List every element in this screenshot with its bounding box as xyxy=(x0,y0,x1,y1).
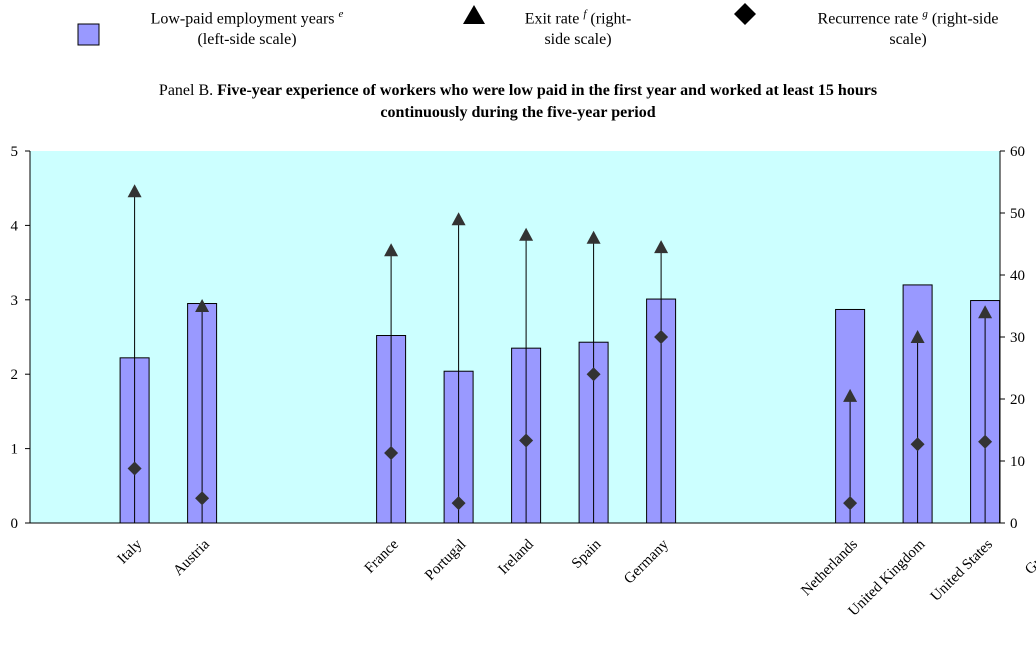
category-label: France xyxy=(362,536,402,576)
right-tick-label: 30 xyxy=(1010,330,1025,346)
category-label: Greece xyxy=(1022,536,1036,578)
left-tick-label: 2 xyxy=(11,367,19,383)
category-label: Austria xyxy=(170,536,213,579)
category-label: Germany xyxy=(621,536,672,587)
left-tick-label: 3 xyxy=(11,293,19,309)
exit-rate-marker xyxy=(451,212,466,226)
recurrence-rate-marker xyxy=(654,330,669,344)
left-tick-label: 5 xyxy=(11,144,19,160)
category-label: Italy xyxy=(115,536,146,567)
recurrence-rate-marker xyxy=(384,445,399,460)
exit-rate-marker xyxy=(910,330,925,343)
legend-markers xyxy=(77,3,756,46)
category-labels: Italy Austria France Portugal Ireland Spain Ge… xyxy=(115,536,1036,619)
category-label: Ireland xyxy=(496,536,538,578)
legend-bars-label: Low-paid employment years e (left-side s… xyxy=(150,8,344,49)
legend-bar-swatch xyxy=(77,23,100,46)
recurrence-rate-marker xyxy=(843,496,858,511)
exit-rate-marker xyxy=(195,299,210,312)
right-tick-label: 50 xyxy=(1010,206,1025,222)
right-tick-label: 20 xyxy=(1010,392,1025,408)
recurrence-rate-marker xyxy=(195,491,210,506)
left-tick-label: 1 xyxy=(11,442,19,458)
left-tick-label: 0 xyxy=(11,516,19,532)
recurrence-rate-marker xyxy=(127,461,142,476)
right-tick-label: 40 xyxy=(1010,268,1025,284)
exit-rate-marker xyxy=(654,240,669,254)
right-tick-label: 60 xyxy=(1010,144,1025,160)
exit-rate-marker xyxy=(978,305,993,319)
panel-title: Panel B. Five-year experience of workers… xyxy=(158,82,878,121)
exit-rate-marker xyxy=(127,184,142,198)
left-tick-label: 4 xyxy=(11,218,19,234)
exit-rate-marker xyxy=(843,388,858,402)
axes xyxy=(25,150,1005,524)
exit-rate-marker xyxy=(586,230,601,244)
legend-exit-label: Exit rate f (right- side scale) xyxy=(524,8,632,49)
category-label: Netherlands xyxy=(798,536,861,599)
recurrence-rate-marker xyxy=(519,433,534,448)
legend-recurrence-label: Recurrence rate g (right-side scale) xyxy=(817,8,999,49)
exit-rate-marker xyxy=(384,243,399,257)
right-tick-label: 10 xyxy=(1010,454,1025,470)
recurrence-rate-marker xyxy=(586,367,601,382)
legend-diamond-icon xyxy=(734,3,756,25)
category-label: Portugal xyxy=(422,537,469,584)
legend-triangle-icon xyxy=(463,5,485,24)
recurrence-rate-marker xyxy=(978,434,993,449)
right-tick-label: 0 xyxy=(1010,516,1018,532)
category-label: United States xyxy=(928,536,996,604)
exit-rate-marker xyxy=(519,227,534,241)
category-label: Spain xyxy=(569,536,605,572)
markers-layer xyxy=(127,184,993,511)
recurrence-rate-marker xyxy=(451,496,466,511)
recurrence-rate-marker xyxy=(910,437,925,452)
